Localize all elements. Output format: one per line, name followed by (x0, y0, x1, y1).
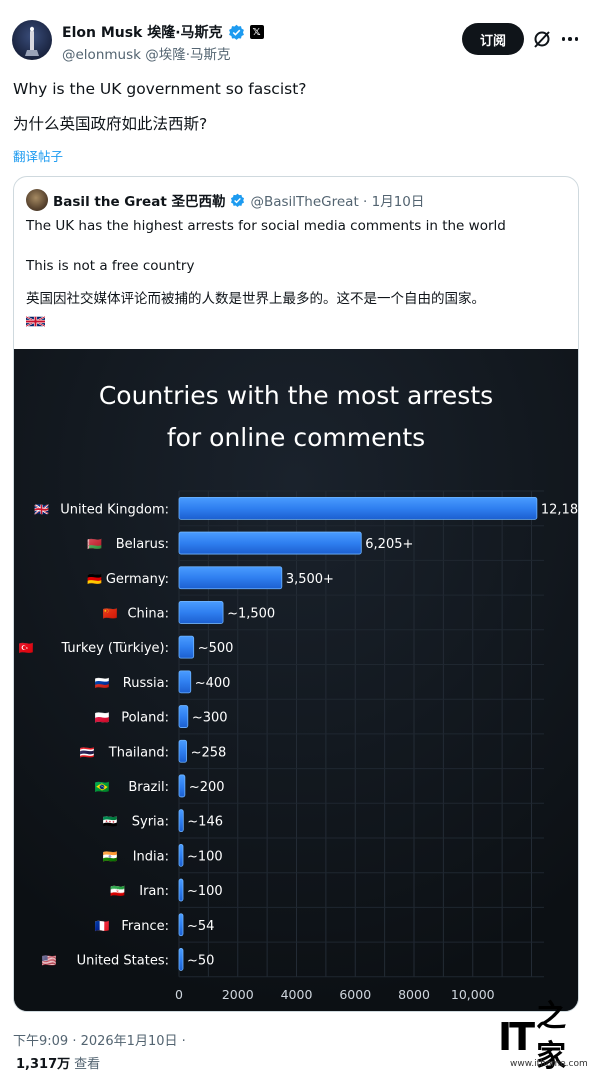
category-label: Belarus: (116, 537, 169, 552)
bar-belarus (178, 531, 362, 555)
bar-value-label: 3,500+ (286, 572, 334, 587)
chart-title-line-2: for online comments (167, 423, 425, 452)
bar-value-label: ~258 (191, 745, 227, 760)
bar-thailand (178, 739, 187, 763)
bar-unitedstates (178, 948, 184, 971)
bar-value-label: ~100 (187, 849, 223, 864)
category-label: Iran: (139, 884, 169, 899)
bar-value-label: 12,183+ (541, 502, 578, 517)
bar-india (178, 843, 184, 867)
country-flag-icon: 🇹🇷 (19, 641, 34, 655)
ithome-watermark: IT 之家 www.ithome.com (498, 999, 590, 1075)
bar-value-label: ~50 (187, 953, 214, 968)
category-label: India: (133, 849, 169, 864)
tweet-header: Elon Musk 埃隆·马斯克 𝕏 @elonmusk @埃隆·马斯克 订阅 (12, 18, 584, 68)
quoted-tweet[interactable]: Basil the Great 圣巴西勒 @BasilTheGreat · 1月… (13, 176, 579, 1012)
country-flag-icon: 🇮🇷 (110, 884, 125, 898)
bar-value-label: ~200 (189, 780, 225, 795)
country-flag-icon: 🇬🇧 (34, 502, 49, 516)
country-flag-icon: 🇩🇪 (87, 572, 102, 586)
country-flag-icon: 🇮🇳 (102, 849, 117, 863)
chart-image[interactable]: Countries with the most arrests for onlin… (14, 349, 578, 1011)
bar-value-label: ~1,500 (227, 606, 275, 621)
bar-value-label: ~500 (198, 641, 234, 656)
bar-iran (178, 878, 184, 902)
author-name[interactable]: Elon Musk 埃隆·马斯克 (62, 25, 223, 41)
views-count: 1,317万 查看 (16, 1053, 100, 1072)
category-label: Russia: (123, 676, 169, 691)
bar-poland (178, 705, 189, 728)
watermark-url: www.ithome.com (510, 1059, 588, 1069)
category-label: Poland: (121, 711, 169, 726)
category-label: Syria: (132, 815, 169, 830)
watermark-logo-chinese: 之家 (536, 999, 567, 1074)
subscribe-button[interactable]: 订阅 (462, 23, 524, 55)
bar-germany (178, 566, 283, 590)
quoted-text-line-1: The UK has the highest arrests for socia… (26, 218, 506, 234)
country-flag-icon: 🇫🇷 (95, 919, 110, 933)
quoted-text-line-2: This is not a free country (26, 258, 195, 274)
uk-flag-icon (26, 315, 45, 328)
bar-france (178, 913, 184, 937)
country-flag-icon: 🇵🇱 (95, 711, 110, 725)
grok-icon[interactable] (531, 28, 553, 50)
category-label: France: (121, 919, 169, 934)
watermark-logo-latin: IT (498, 1015, 535, 1059)
verified-badge-icon (231, 193, 245, 207)
tweet-text-chinese: 为什么英国政府如此法西斯? (13, 115, 208, 133)
author-handle[interactable]: @elonmusk @埃隆·马斯克 (62, 47, 231, 63)
category-label: United Kingdom: (60, 502, 169, 517)
verified-badge-icon (228, 24, 244, 40)
country-flag-icon: 🇧🇾 (87, 537, 102, 551)
bar-syria (178, 809, 184, 833)
bar-value-label: ~146 (187, 815, 223, 830)
country-flag-icon: 🇸🇾 (102, 815, 117, 829)
quoted-author-name: Basil the Great 圣巴西勒 (53, 194, 226, 210)
category-label: China: (127, 606, 169, 621)
arrests-bar-chart: Countries with the most arrests for onlin… (14, 349, 578, 1011)
tweet-timestamp[interactable]: 下午9:09 · 2026年1月10日 · (13, 1034, 186, 1049)
chart-title-line-1: Countries with the most arrests (99, 381, 493, 410)
quoted-author-avatar (26, 189, 48, 211)
category-label: Brazil: (128, 780, 169, 795)
country-flag-icon: 🇷🇺 (95, 676, 110, 690)
country-flag-icon: 🇧🇷 (95, 780, 110, 794)
country-flag-icon: 🇹🇭 (80, 745, 95, 759)
bar-brazil (178, 774, 186, 798)
bar-russia (178, 670, 192, 694)
bar-value-label: ~400 (195, 676, 231, 691)
category-label: Germany: (106, 572, 169, 587)
x-tick-label: 2000 (222, 987, 254, 1002)
quoted-text-line-3: 英国因社交媒体评论而被捕的人数是世界上最多的。这不是一个自由的国家。 (26, 291, 485, 307)
more-options-icon[interactable] (559, 28, 581, 50)
x-tick-label: 8000 (398, 987, 430, 1002)
country-flag-icon: 🇺🇸 (42, 953, 57, 967)
x-tick-label: 0 (175, 987, 183, 1002)
bar-value-label: ~54 (187, 919, 214, 934)
bar-value-label: ~300 (192, 711, 228, 726)
category-label: United States: (77, 953, 169, 968)
country-flag-icon: 🇨🇳 (102, 606, 117, 620)
bar-value-label: 6,205+ (365, 537, 413, 552)
translate-post-link[interactable]: 翻译帖子 (13, 149, 64, 164)
x-affiliation-icon: 𝕏 (249, 25, 264, 39)
bar-turkeytrkiye (178, 635, 195, 659)
x-tick-label: 6000 (339, 987, 371, 1002)
x-tick-label: 4000 (281, 987, 313, 1002)
views-label: 查看 (74, 1057, 101, 1072)
author-avatar[interactable] (12, 20, 52, 60)
tweet-text-english: Why is the UK government so fascist? (13, 80, 307, 98)
quoted-author-handle: @BasilTheGreat · 1月10日 (250, 194, 425, 210)
category-label: Thailand: (108, 745, 169, 760)
category-label: Turkey (Türkiye): (60, 641, 169, 656)
bar-value-label: ~100 (187, 884, 223, 899)
bar-unitedkingdom (178, 496, 538, 520)
views-number: 1,317万 (16, 1057, 71, 1072)
bar-china (178, 601, 224, 624)
x-tick-label: 10,000 (451, 987, 495, 1002)
